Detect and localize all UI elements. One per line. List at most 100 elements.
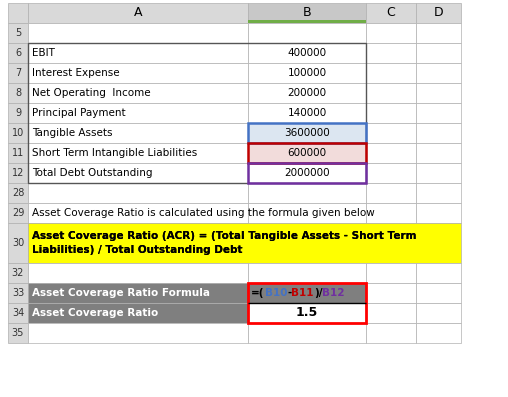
Text: Interest Expense: Interest Expense [32,68,119,78]
Bar [248,183,366,203]
Bar [28,303,248,323]
Bar [248,283,366,323]
Bar [416,63,461,83]
Text: Asset Coverage Ratio: Asset Coverage Ratio [32,308,158,318]
Bar [8,323,28,343]
Text: 35: 35 [12,328,24,338]
Bar [248,43,366,63]
Text: A: A [134,6,142,19]
Bar [248,163,366,183]
Bar [8,23,28,43]
Bar [28,283,248,303]
Text: 140000: 140000 [288,108,327,118]
Bar [366,163,416,183]
Bar [248,163,366,183]
Bar [28,63,248,83]
Text: 9: 9 [15,108,21,118]
Bar [8,103,28,123]
Text: 32: 32 [12,268,24,278]
Bar [366,63,416,83]
Bar [366,123,416,143]
Text: 2000000: 2000000 [284,168,330,178]
Bar [8,63,28,83]
Text: 34: 34 [12,308,24,318]
Text: 28: 28 [12,188,24,198]
Text: -: - [287,288,291,298]
Bar [416,163,461,183]
Bar [8,3,28,23]
Bar [28,123,248,143]
Bar [416,123,461,143]
Bar [248,303,366,323]
Bar [28,223,248,263]
Text: 12: 12 [12,168,24,178]
Text: Principal Payment: Principal Payment [32,108,125,118]
Bar [366,3,416,23]
Bar [8,183,28,203]
Bar [248,20,366,23]
Bar [366,183,416,203]
Bar [416,263,461,283]
Bar [416,43,461,63]
Bar [28,143,248,163]
Text: D: D [434,6,443,19]
Text: Tangible Assets: Tangible Assets [32,128,112,138]
Bar [366,143,416,163]
Bar [28,23,248,43]
Text: 1.5: 1.5 [296,306,318,320]
Bar [416,283,461,303]
Bar [366,283,416,303]
Bar [28,43,248,63]
Text: 29: 29 [12,208,24,218]
Text: 33: 33 [12,288,24,298]
Bar [366,83,416,103]
Bar [248,63,366,83]
Bar [8,283,28,303]
Bar [248,3,366,23]
Bar [28,203,248,223]
Bar [8,303,28,323]
Text: B12: B12 [322,288,345,298]
Text: )/: )/ [314,288,322,298]
Bar [28,103,248,123]
Bar [366,23,416,43]
Bar [248,143,366,163]
Bar [28,323,248,343]
Bar [366,303,416,323]
Text: 10: 10 [12,128,24,138]
Text: 5: 5 [15,28,21,38]
Bar [28,43,366,183]
Text: Short Term Intangible Liabilities: Short Term Intangible Liabilities [32,148,197,158]
Text: Asset Coverage Ratio is calculated using the formula given below: Asset Coverage Ratio is calculated using… [32,208,375,218]
Text: 400000: 400000 [288,48,327,58]
Text: C: C [387,6,395,19]
Bar [416,203,461,223]
Text: 30: 30 [12,238,24,248]
Bar [28,83,248,103]
Text: 8: 8 [15,88,21,98]
Text: 6: 6 [15,48,21,58]
Text: 200000: 200000 [288,88,327,98]
Bar [366,263,416,283]
Text: Asset Coverage Ratio (ACR) = (Total Tangible Assets - Short Term
Liabilities) / : Asset Coverage Ratio (ACR) = (Total Tang… [32,231,417,255]
Bar [416,323,461,343]
Text: EBIT: EBIT [32,48,55,58]
Text: 11: 11 [12,148,24,158]
Bar [8,263,28,283]
Bar [416,83,461,103]
Bar [416,23,461,43]
Bar [248,123,366,143]
Bar [248,123,366,143]
Text: 7: 7 [15,68,21,78]
Bar [28,183,248,203]
Text: 600000: 600000 [288,148,327,158]
Bar [8,83,28,103]
Bar [416,3,461,23]
Text: B11: B11 [291,288,314,298]
Bar [8,223,28,263]
Bar [248,323,366,343]
Text: Net Operating  Income: Net Operating Income [32,88,151,98]
Bar [28,163,248,183]
Text: B10: B10 [265,288,287,298]
Bar [248,143,366,163]
